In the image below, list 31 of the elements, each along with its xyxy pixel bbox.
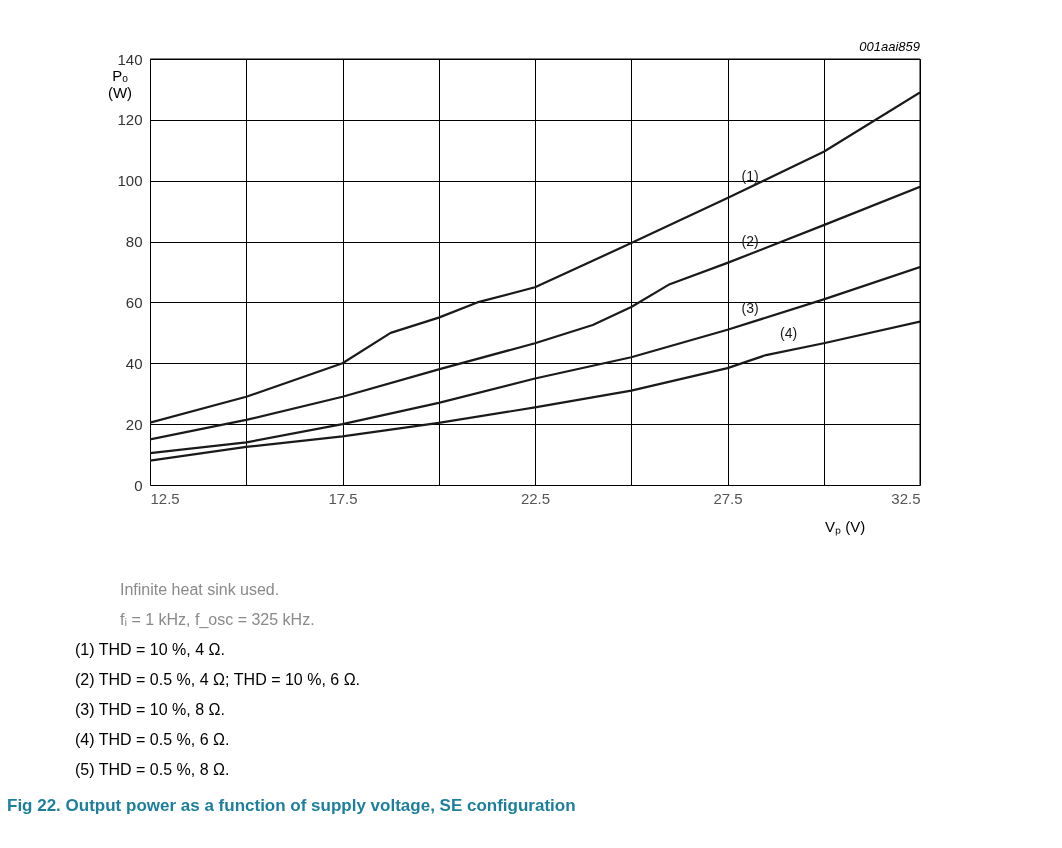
text: 001aai859	[859, 39, 920, 54]
x-tick-label: 22.5	[520, 489, 551, 507]
series-label: (3)	[741, 299, 759, 316]
text: (1) THD = 10 %, 4 Ω.	[75, 641, 225, 658]
series-label: (1)	[741, 168, 759, 185]
text: Fig 22. Output power as a function of supply voltage, SE configuration	[7, 796, 576, 815]
x-tick-label: 32.5	[891, 489, 921, 507]
x-tick-label: 12.5	[150, 489, 180, 507]
y-tick-label: 100	[117, 172, 143, 190]
y-tick-label: 140	[117, 50, 143, 68]
line-series	[150, 320, 920, 462]
y-tick-label: 0	[134, 476, 143, 494]
text: (5) THD = 0.5 %, 8 Ω.	[75, 761, 230, 778]
x-axis-title: Vₚ (V)	[825, 518, 866, 536]
text: fᵢ = 1 kHz, f_osc = 325 kHz.	[120, 611, 315, 629]
x-tick-label: 27.5	[713, 489, 743, 507]
y-tick-label: 20	[125, 415, 143, 433]
line-series	[150, 91, 920, 424]
text: (2) THD = 0.5 %, 4 Ω; THD = 10 %, 6 Ω.	[75, 671, 361, 688]
y-tick-label: 120	[117, 111, 143, 129]
line-series	[150, 266, 920, 455]
y-tick-label: 60	[125, 293, 143, 311]
y-tick-label: 80	[125, 233, 143, 251]
series-label: (4)	[780, 325, 798, 342]
y-tick-label: 40	[125, 354, 143, 372]
text: (4) THD = 0.5 %, 6 Ω.	[75, 731, 230, 748]
x-tick-label: 17.5	[328, 489, 358, 507]
y-axis-title: Pₒ (W)	[107, 67, 133, 101]
text: (3) THD = 10 %, 8 Ω.	[75, 701, 225, 718]
text: Infinite heat sink used.	[120, 581, 280, 598]
line-series	[150, 185, 920, 441]
